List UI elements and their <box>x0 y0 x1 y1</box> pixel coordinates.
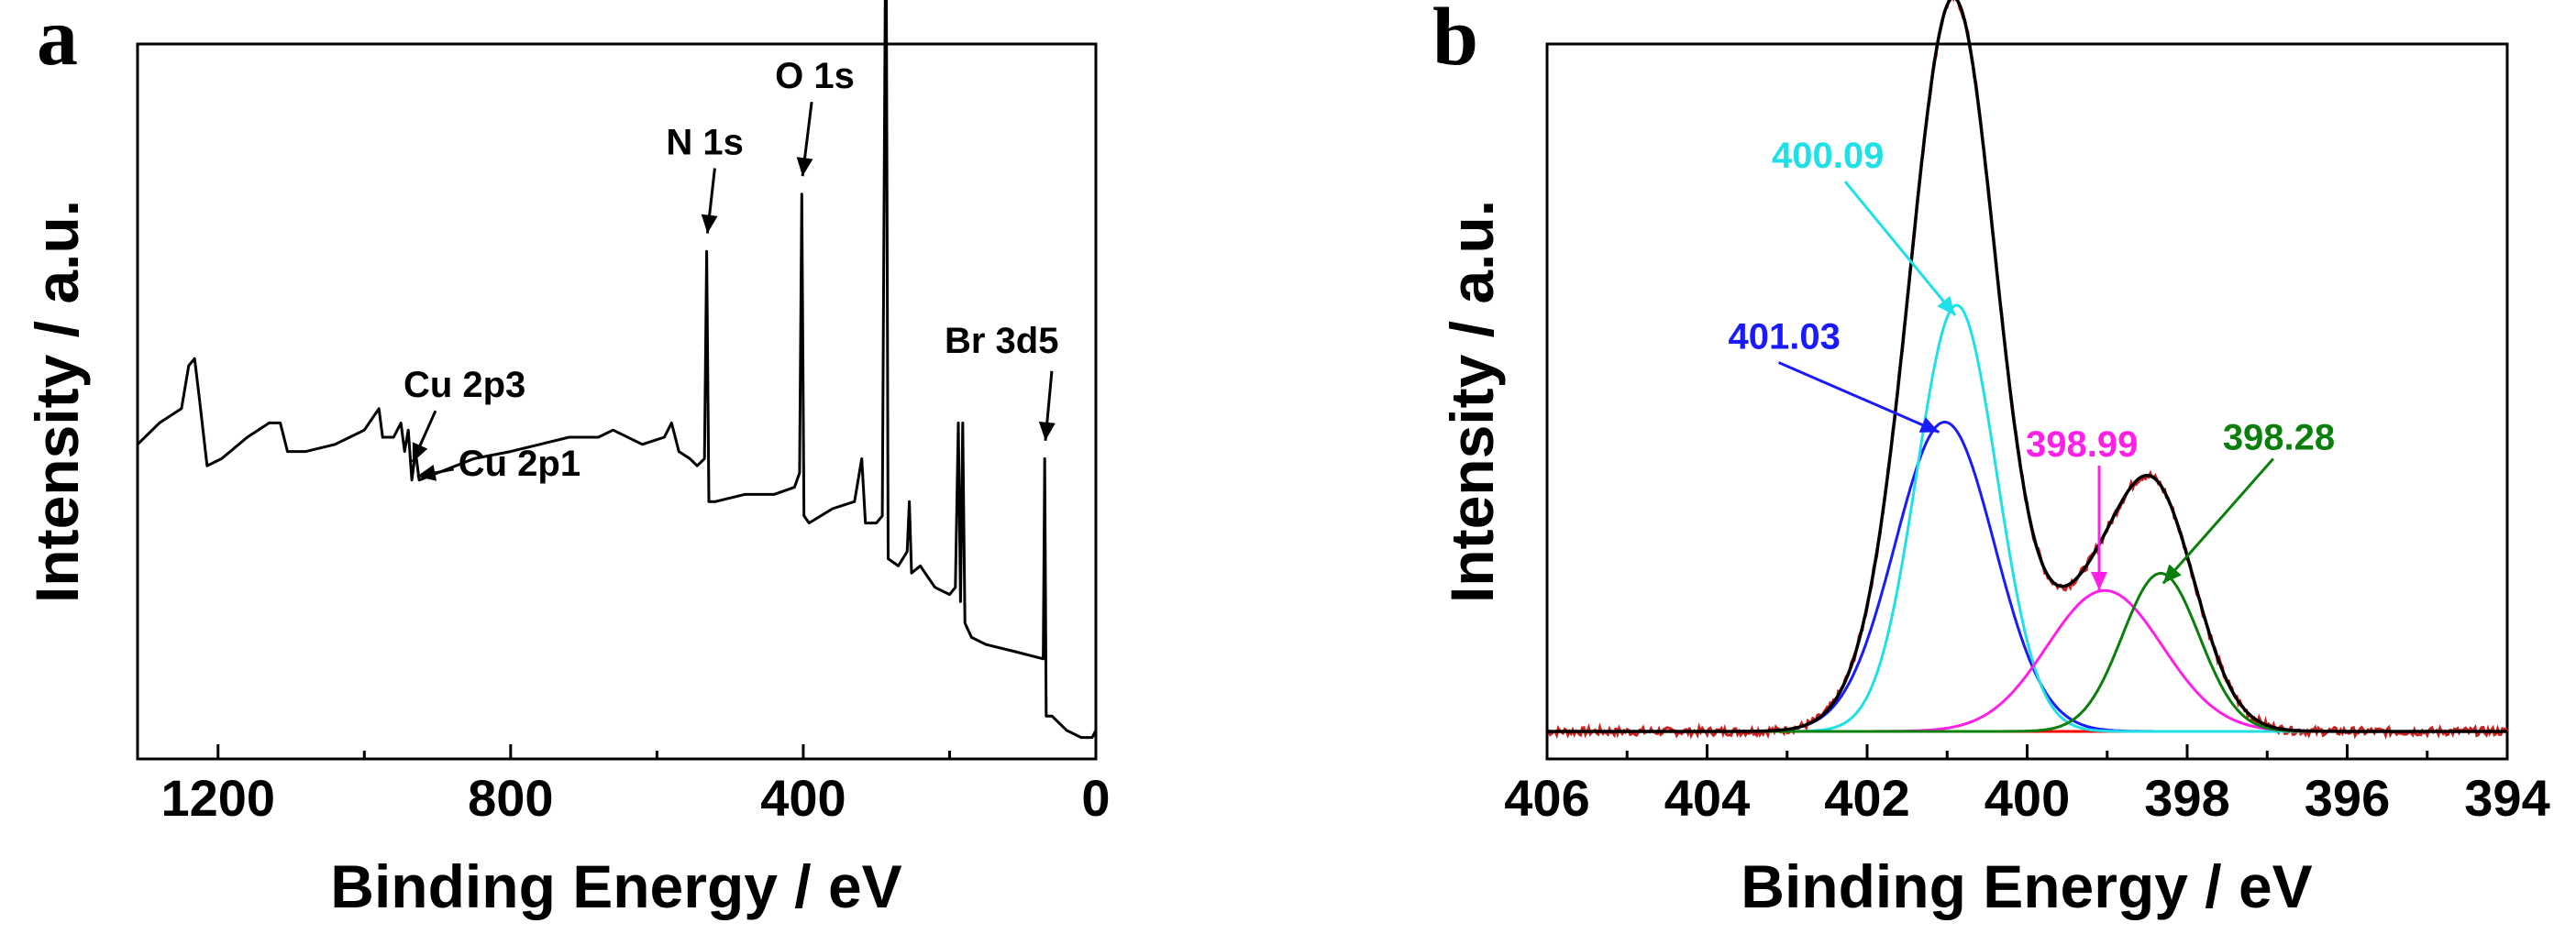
annotation-400-09-label: 400.09 <box>1772 136 1884 176</box>
annotation-401-03-arrow-head <box>1918 417 1940 433</box>
x-tick-label: 402 <box>1824 769 1909 827</box>
measured-spectrum-line <box>1546 0 2509 741</box>
y-axis-title-a: Intensity / a.u. <box>23 200 91 603</box>
annotation-o-1s-arrow-head <box>796 157 813 177</box>
x-tick-label: 0 <box>1081 769 1110 827</box>
x-ticks-a <box>216 744 1098 759</box>
x-ticks-b <box>1545 744 2509 759</box>
annotation-400-09-arrow-head <box>1937 295 1955 315</box>
x-tick-label: 1200 <box>160 769 275 827</box>
annotation-398-28-arrow-line <box>2161 457 2274 585</box>
x-axis-title-a: Binding Energy / eV <box>330 852 901 920</box>
annotation-cu-2p1-arrow-head <box>416 465 437 481</box>
series-b <box>1546 0 2509 741</box>
annotation-n-1s-arrow-head <box>701 214 718 234</box>
survey-spectrum-line <box>136 0 1098 740</box>
peak-400-09-line <box>1547 303 2507 733</box>
fit-envelope-line <box>1547 0 2507 733</box>
annotation-cu-2p3-arrow-head <box>412 442 428 463</box>
annotation-br-3d5-arrow-head <box>1038 422 1056 441</box>
x-tick-label: 400 <box>760 769 846 827</box>
y-axis-title-b: Intensity / a.u. <box>1438 200 1506 603</box>
annotation-br-3d5-label: Br 3d5 <box>945 321 1059 361</box>
annotation-cu-2p3-label: Cu 2p3 <box>404 365 525 405</box>
panel-letter-a: a <box>37 0 78 82</box>
x-tick-label: 406 <box>1504 769 1589 827</box>
annotations-b: 400.09 401.03 398.99 398.28 <box>1729 136 2335 590</box>
series-a <box>136 0 1098 740</box>
annotation-n-1s-label: N 1s <box>666 123 744 163</box>
panel-letter-b: b <box>1432 0 1478 82</box>
x-tick-label: 396 <box>2305 769 2390 827</box>
x-axis-title-b: Binding Energy / eV <box>1741 852 2312 920</box>
panel-b: b 406 404 402 400 398 396 394 400.09 401.03 398.… <box>1432 0 2550 920</box>
peak-398-99-line <box>1547 588 2507 733</box>
annotation-398-99-arrow-head <box>2091 572 2108 590</box>
annotation-398-28-label: 398.28 <box>2223 418 2335 458</box>
x-tick-label: 400 <box>1985 769 2070 827</box>
annotation-400-09-arrow-line <box>1843 181 1957 316</box>
x-tick-label: 394 <box>2464 769 2549 827</box>
annotation-401-03-label: 401.03 <box>1729 317 1841 357</box>
annotation-398-28-arrow-head <box>2162 564 2182 584</box>
x-tick-label: 404 <box>1664 769 1750 827</box>
annotation-398-99-label: 398.99 <box>2026 424 2138 465</box>
annotation-cu-2p1-label: Cu 2p1 <box>459 444 580 484</box>
peak-401-03-line <box>1547 421 2507 733</box>
annotation-401-03-arrow-line <box>1777 361 1940 434</box>
plot-frame-a <box>136 42 1098 761</box>
x-tick-labels-a: 1200 800 400 0 <box>160 769 1110 827</box>
annotation-o-1s-label: O 1s <box>775 56 855 96</box>
x-tick-labels-b: 406 404 402 400 398 396 394 <box>1504 769 2549 827</box>
x-tick-label: 800 <box>468 769 553 827</box>
x-tick-label: 398 <box>2144 769 2229 827</box>
